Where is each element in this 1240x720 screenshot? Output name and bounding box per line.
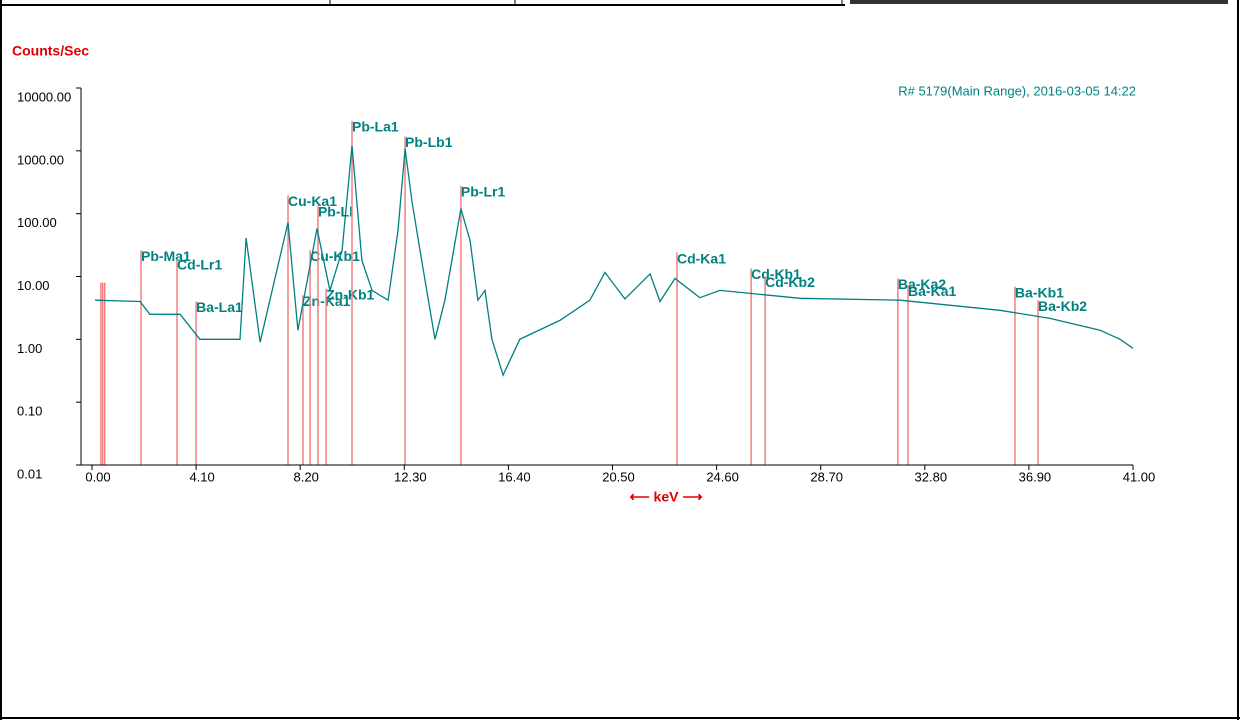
y-tick-label: 100.00 — [17, 215, 57, 230]
y-tick-label: 0.10 — [17, 404, 42, 419]
y-axis-title: Counts/Sec — [12, 43, 89, 59]
element-label: Pb-Ll — [318, 203, 353, 219]
y-tick-label: 10000.00 — [17, 89, 71, 104]
x-tick-label: 4.10 — [189, 469, 214, 484]
element-label: Ba-Ka1 — [908, 283, 956, 299]
y-tick-label: 0.01 — [17, 466, 42, 481]
element-label: Zn-Kb1 — [326, 286, 374, 302]
y-tick-label: 1.00 — [17, 341, 42, 356]
element-label: Pb-Ma1 — [141, 248, 191, 264]
element-label: Pb-Lb1 — [405, 134, 453, 150]
element-label: Cd-Ka1 — [677, 250, 726, 266]
element-label: Pb-La1 — [352, 119, 399, 135]
x-tick-label: 16.40 — [498, 469, 531, 484]
element-label: Ba-Ka2 — [898, 276, 946, 292]
element-label: Ba-Kb2 — [1038, 298, 1087, 314]
x-axis-title: ⟵ keV ⟶ — [630, 489, 703, 505]
element-label: Pb-Lr1 — [461, 183, 506, 199]
element-label: Cd-Lr1 — [177, 257, 222, 273]
x-tick-label: 20.50 — [602, 469, 635, 484]
subtitle: R# 5179(Main Range), 2016-03-05 14:22 — [898, 83, 1136, 98]
y-tick-label: 1000.00 — [17, 152, 64, 167]
image-strip — [850, 0, 1228, 4]
x-tick-label: 28.70 — [810, 469, 843, 484]
element-label: Cu-Kb1 — [310, 248, 360, 264]
element-label: Cd-Kb2 — [765, 274, 815, 290]
x-tick-label: 8.20 — [294, 469, 319, 484]
element-label: Cu-Ka1 — [288, 193, 337, 209]
element-label: Ba-Kb1 — [1015, 284, 1064, 300]
x-tick-label: 0.00 — [85, 469, 110, 484]
element-label: Cd-Kb1 — [751, 266, 801, 282]
spectrum-line — [94, 145, 1134, 377]
x-tick-label: 36.90 — [1019, 469, 1052, 484]
x-tick-label: 41.00 — [1123, 469, 1156, 484]
x-tick-label: 24.60 — [706, 469, 739, 484]
x-tick-label: 12.30 — [394, 469, 427, 484]
element-label: Ba-La1 — [196, 299, 243, 315]
y-tick-label: 10.00 — [17, 278, 50, 293]
x-tick-label: 32.80 — [915, 469, 948, 484]
